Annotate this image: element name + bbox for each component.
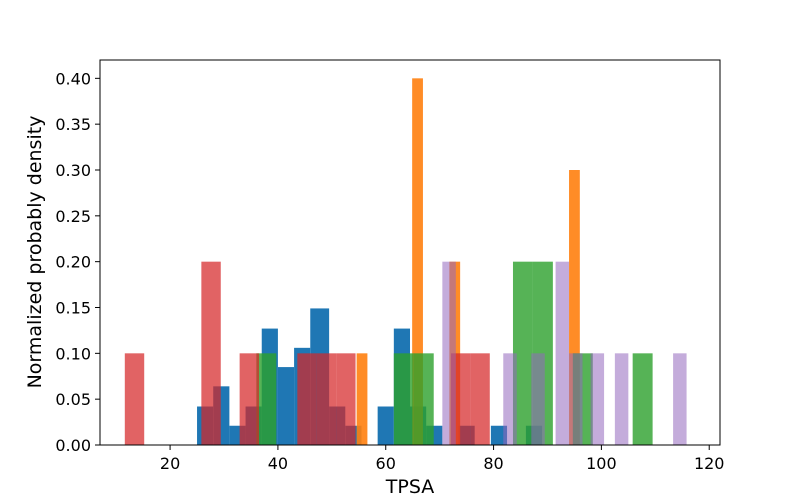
y-tick-label: 0.30 xyxy=(55,161,91,180)
bar-series-4-5 xyxy=(316,353,337,445)
bar-series-4-3 xyxy=(239,353,260,445)
series-5 xyxy=(442,261,687,445)
y-tick-label: 0.00 xyxy=(55,436,91,455)
y-tick-label: 0.25 xyxy=(55,207,91,226)
bar-series-4-8 xyxy=(470,353,490,445)
y-axis-label: Normalized probably density xyxy=(24,116,46,389)
bar-series-5-5 xyxy=(569,353,583,445)
bar-series-4-6 xyxy=(336,353,356,445)
bar-series-4-4 xyxy=(297,353,317,445)
bar-series-1-19 xyxy=(490,425,508,445)
bar-series-5-3 xyxy=(531,353,545,445)
bar-series-5-6 xyxy=(590,353,605,445)
bar-series-2-4 xyxy=(569,170,580,445)
bar-series-3-7 xyxy=(632,353,653,445)
y-tick-label: 0.40 xyxy=(55,69,91,88)
bars-layer xyxy=(124,78,687,445)
bar-series-5-8 xyxy=(673,353,687,445)
bar-series-3-4 xyxy=(512,261,533,445)
bar-series-2-2 xyxy=(412,78,423,445)
bar-series-3-3 xyxy=(413,353,434,445)
x-axis-label: TPSA xyxy=(385,476,434,498)
bar-series-5-2 xyxy=(503,353,517,445)
bar-series-4-1 xyxy=(124,353,145,445)
bar-series-3-1 xyxy=(256,353,277,445)
x-axis: 20 40 60 80 100 120 xyxy=(160,445,725,473)
x-tick-label: 40 xyxy=(268,454,288,473)
bar-series-5-7 xyxy=(614,353,629,445)
x-tick-label: 100 xyxy=(586,454,617,473)
bar-series-5-4 xyxy=(555,261,570,445)
series-4 xyxy=(124,261,490,445)
bar-series-4-2 xyxy=(201,261,221,445)
series-3 xyxy=(256,261,653,445)
y-axis: 0.00 0.05 0.10 0.15 0.20 0.25 0.30 0.35 0.40 xyxy=(55,69,100,455)
x-tick-label: 20 xyxy=(160,454,180,473)
x-tick-label: 120 xyxy=(694,454,725,473)
y-tick-label: 0.05 xyxy=(55,390,91,409)
bar-series-5-1 xyxy=(442,261,456,445)
bar-series-1-12 xyxy=(377,406,394,445)
x-tick-label: 80 xyxy=(483,454,503,473)
bar-series-1-6 xyxy=(277,367,295,445)
y-tick-label: 0.20 xyxy=(55,253,91,272)
y-tick-label: 0.35 xyxy=(55,115,91,134)
bar-series-3-2 xyxy=(393,353,414,445)
y-tick-label: 0.15 xyxy=(55,299,91,318)
x-tick-label: 60 xyxy=(376,454,396,473)
y-tick-label: 0.10 xyxy=(55,344,91,363)
bar-series-2-1 xyxy=(356,353,368,445)
plot-frame xyxy=(99,59,721,446)
